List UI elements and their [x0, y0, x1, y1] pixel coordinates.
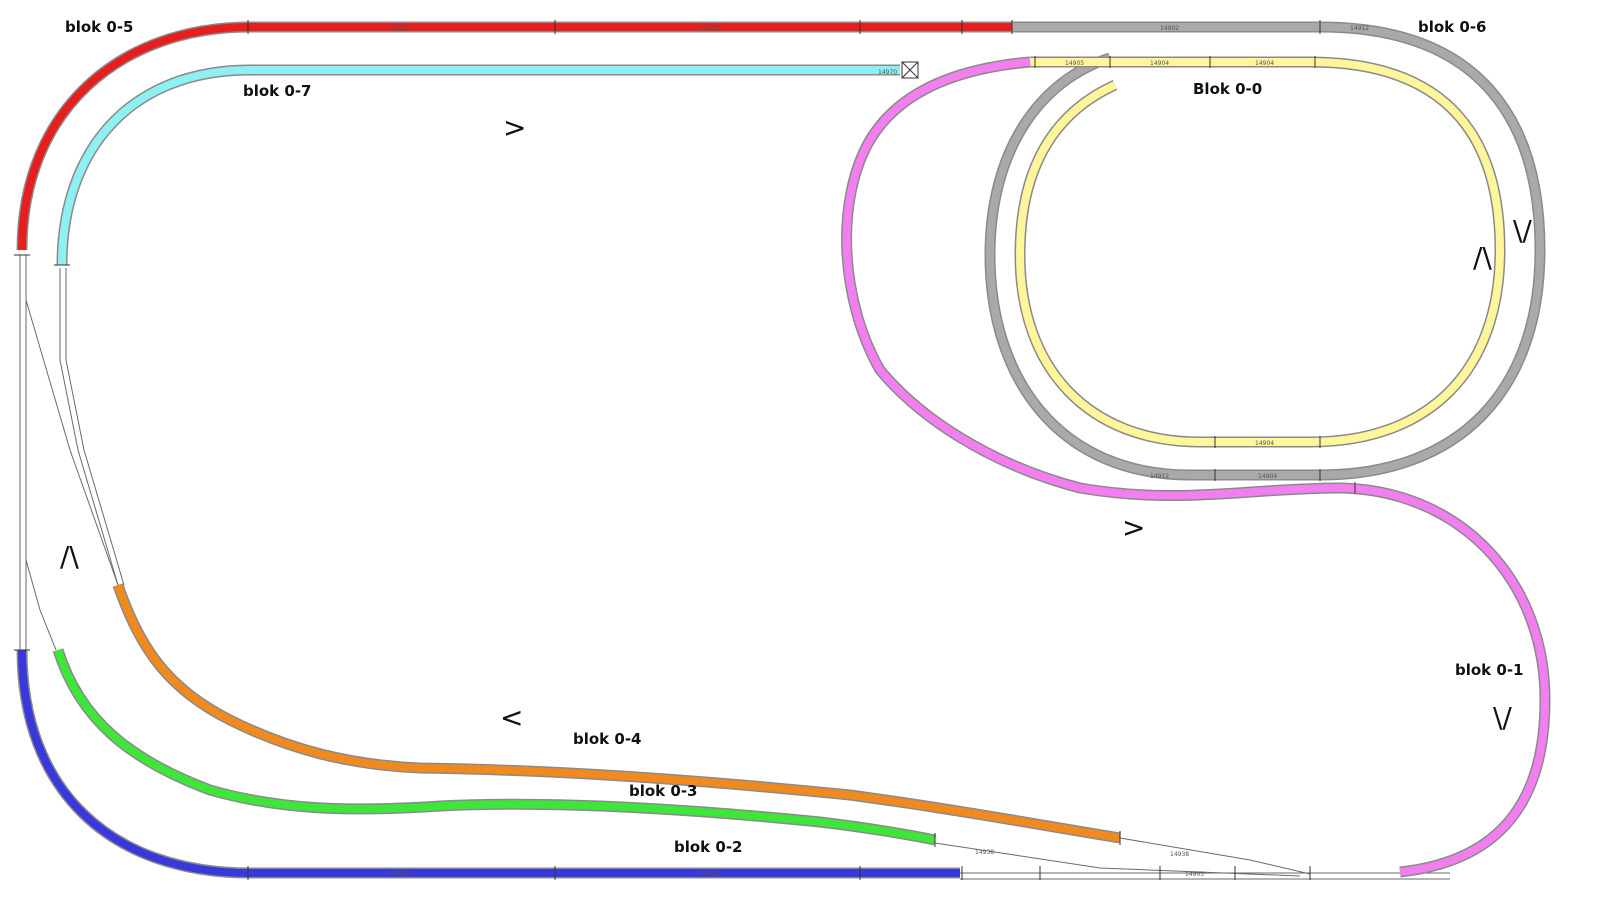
piece-code-label: 14904	[1255, 60, 1274, 67]
unassigned-track	[19, 23, 1450, 880]
piece-code-label: 14904	[1258, 473, 1277, 480]
left-diagonal-4	[25, 559, 57, 651]
block-label-0-0: Blok 0-0	[1193, 80, 1262, 98]
block-0-6-track	[984, 21, 1546, 481]
direction-arrow: /\	[1473, 241, 1492, 274]
piece-code-label: 14904	[1150, 60, 1169, 67]
left-diagonal-3	[65, 268, 125, 586]
piece-code-label: 14902	[700, 25, 719, 32]
block-0-5-track	[16, 21, 1012, 251]
piece-code-label: 14904	[1255, 440, 1274, 447]
block-label-0-7: blok 0-7	[243, 82, 311, 100]
block-0-2-track	[16, 649, 960, 879]
piece-code-label: 14902	[700, 871, 719, 878]
block-label-0-4: blok 0-4	[573, 730, 641, 748]
block-label-0-6: blok 0-6	[1418, 18, 1486, 36]
piece-code-label: 14938	[1170, 851, 1189, 858]
direction-arrow: /\	[60, 540, 79, 573]
block-0-3-track	[52, 648, 937, 846]
piece-codes: 14902 14902 14902 14902 14902 14905 1490…	[390, 25, 1369, 878]
bottom-diag-2	[1119, 837, 1311, 875]
block-label-0-2: blok 0-2	[674, 838, 742, 856]
piece-code-label: 14902	[390, 871, 409, 878]
piece-code-label: 14912	[1150, 473, 1169, 480]
piece-code-label: 14905	[1065, 60, 1084, 67]
direction-arrow: <	[500, 701, 523, 734]
block-0-1-track	[841, 56, 1551, 878]
left-diagonal-2	[59, 268, 119, 586]
direction-arrow: \/	[1493, 701, 1512, 734]
block-labels: blok 0-5 blok 0-6 blok 0-7 Blok 0-0 blok…	[65, 18, 1523, 856]
block-label-0-1: blok 0-1	[1455, 661, 1523, 679]
direction-arrow: >	[1122, 511, 1145, 544]
direction-marks: > > < /\ /\ \/ \/	[60, 111, 1532, 734]
piece-code-label: 14902	[1160, 25, 1179, 32]
track-joints	[14, 20, 1356, 880]
piece-code-label: 14938	[975, 849, 994, 856]
left-diagonal-1	[25, 299, 119, 586]
piece-code-label: 14905	[1185, 871, 1204, 878]
block-label-0-3: blok 0-3	[629, 782, 697, 800]
block-0-4-track	[112, 583, 1121, 844]
bottom-diag-1	[934, 842, 1301, 877]
block-label-0-5: blok 0-5	[65, 18, 133, 36]
direction-arrow: >	[503, 111, 526, 144]
piece-code-label: 14912	[1350, 25, 1369, 32]
block-0-7-track	[56, 61, 919, 266]
direction-arrow: \/	[1513, 214, 1532, 247]
piece-code-label: 14902	[390, 25, 409, 32]
piece-code-label: 14970	[878, 69, 897, 76]
block-0-0-track	[1014, 56, 1506, 448]
